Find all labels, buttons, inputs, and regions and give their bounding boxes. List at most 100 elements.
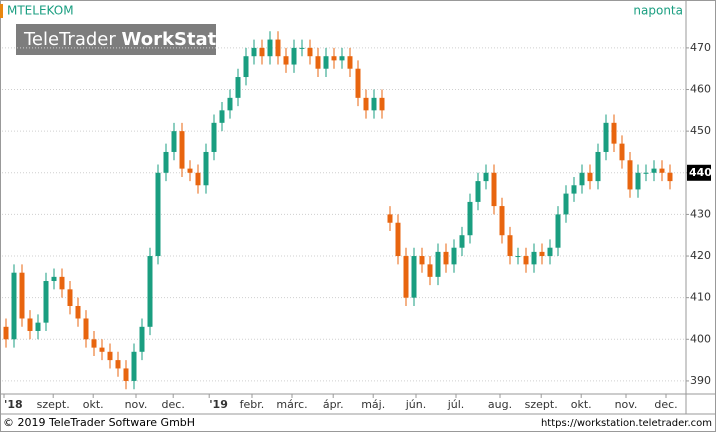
candle-body (347, 56, 353, 69)
period: naponta (633, 4, 683, 18)
x-tick-label: '18 (4, 398, 23, 411)
y-tick-label: 470 (690, 41, 711, 54)
chart-title: MTELEKOM (7, 4, 74, 18)
candle-body (91, 339, 97, 348)
candle-body (131, 351, 137, 381)
candle-body (235, 77, 241, 98)
x-tick-label: okt. (571, 398, 592, 411)
source-url: https://workstation.teletrader.com (541, 418, 712, 429)
candle-body (171, 131, 177, 152)
watermark-box (16, 24, 216, 55)
watermark-bold: WorkStation (122, 29, 248, 50)
candle-body (643, 172, 649, 174)
candle-body (475, 181, 481, 202)
candle-body (595, 151, 601, 182)
candle-body (435, 251, 441, 277)
candle-body (451, 247, 457, 265)
candle-body (619, 143, 625, 161)
candle-body (523, 256, 529, 265)
candle-body (267, 39, 273, 57)
candle-body (611, 122, 617, 144)
candle-body (507, 235, 513, 257)
candle-body (363, 97, 369, 111)
candle-body (379, 97, 385, 111)
candle-body (403, 256, 409, 298)
x-tick-label: dec. (654, 398, 677, 411)
candle-body (459, 235, 465, 248)
candle-body (531, 251, 537, 265)
candle-body (179, 131, 185, 169)
candle-body (51, 276, 57, 282)
candle-body (299, 47, 305, 49)
x-tick-label: szept. (525, 398, 558, 411)
x-tick-label: jún. (405, 398, 427, 411)
copyright: © 2019 TeleTrader Software GmbH (3, 416, 195, 429)
candle-body (35, 322, 41, 331)
candle-body (555, 214, 561, 248)
candle-body (219, 110, 225, 123)
candle-body (371, 97, 377, 111)
y-tick-label: 450 (690, 124, 711, 137)
candle-body (491, 172, 497, 207)
candle-body (291, 47, 297, 65)
candle-body (203, 151, 209, 186)
candle-body (227, 97, 233, 111)
x-tick-label: ápr. (323, 398, 344, 411)
symbol-marker (0, 4, 3, 18)
candle-body (659, 168, 665, 173)
candle-body (27, 318, 33, 331)
candle-body (59, 276, 65, 290)
candle-body (331, 56, 337, 61)
x-tick-label: máj. (361, 398, 385, 411)
candle-body (195, 172, 201, 186)
x-tick-label: dec. (162, 398, 185, 411)
candle-body (147, 256, 153, 327)
x-tick-label: febr. (240, 398, 265, 411)
candle-body (211, 122, 217, 152)
candle-body (83, 318, 89, 340)
candle-body (483, 172, 489, 182)
candle-body (275, 39, 281, 57)
candle-body (259, 47, 265, 57)
last-value-box (687, 164, 711, 181)
last-value-label: 440 (689, 166, 712, 179)
candle-body (99, 347, 105, 352)
x-tick-label: júl. (447, 398, 465, 411)
candle-body (387, 214, 393, 223)
candle-body (411, 256, 417, 298)
candle-body (187, 168, 193, 173)
candle-body (635, 172, 641, 190)
y-tick-label: 410 (690, 291, 711, 304)
candle-body (11, 272, 17, 340)
candle-body (307, 47, 313, 57)
candle-body (243, 56, 249, 78)
x-tick-label: nov. (125, 398, 148, 411)
candle-body (539, 251, 545, 257)
y-tick-label: 460 (690, 83, 711, 96)
candle-body (563, 193, 569, 215)
candle-body (67, 289, 73, 306)
candle-body (19, 272, 25, 319)
candle-body (115, 360, 121, 369)
candle-body (587, 172, 593, 182)
x-tick-label: okt. (83, 398, 104, 411)
y-tick-label: 420 (690, 249, 711, 262)
x-tick-label: szept. (37, 398, 70, 411)
x-tick-label: márc. (276, 398, 307, 411)
x-tick-label: '19 (209, 398, 228, 411)
candle-body (339, 56, 345, 61)
candle-body (43, 281, 49, 323)
candle-body (515, 256, 521, 258)
candle-body (627, 160, 633, 190)
candle-body (603, 122, 609, 152)
candle-body (139, 326, 145, 352)
candle-body (75, 305, 81, 319)
candle-body (571, 185, 577, 194)
candle-body (355, 68, 361, 98)
candle-body (123, 368, 129, 381)
y-tick-label: 430 (690, 207, 711, 220)
candle-body (443, 251, 449, 265)
candle-body (467, 201, 473, 236)
candle-body (579, 172, 585, 186)
candle-body (323, 56, 329, 69)
